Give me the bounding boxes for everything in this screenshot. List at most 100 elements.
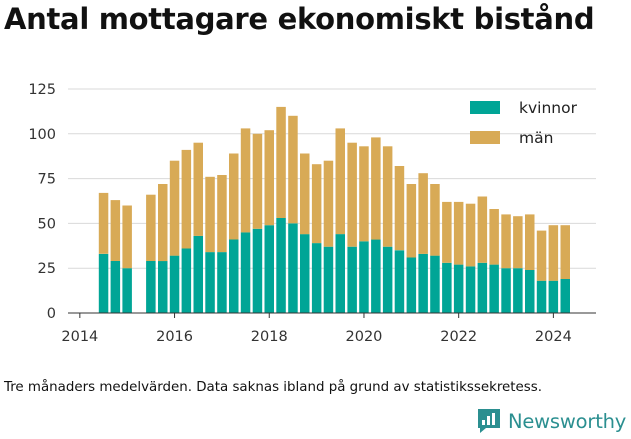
x-tick-label: 2020 xyxy=(346,329,383,345)
brand-logo[interactable]: Newsworthy xyxy=(476,406,626,436)
footnote: Tre månaders medelvärden. Data saknas ib… xyxy=(4,380,542,395)
bar-man xyxy=(169,160,180,256)
bar-kvinnor xyxy=(98,253,109,313)
bar-kvinnor xyxy=(489,264,499,313)
bar-man xyxy=(453,201,464,265)
bar-kvinnor xyxy=(240,232,251,313)
bar-man xyxy=(335,128,345,235)
bar-kvinnor xyxy=(146,261,156,313)
y-tick-label: 50 xyxy=(38,216,56,232)
newsworthy-logo-icon xyxy=(478,409,500,433)
bar-kvinnor xyxy=(110,261,121,313)
bar-kvinnor xyxy=(359,241,369,313)
bars xyxy=(98,106,570,313)
bar-man xyxy=(240,128,251,233)
bar-kvinnor xyxy=(418,253,428,313)
x-tick-label: 2016 xyxy=(156,329,193,345)
bar-man xyxy=(110,200,121,261)
bar-man xyxy=(406,184,417,258)
x-tick-label: 2014 xyxy=(61,329,98,345)
bar-man xyxy=(442,201,452,263)
bar-man xyxy=(525,214,535,270)
bar-man xyxy=(98,192,109,254)
bar-man xyxy=(158,184,168,262)
bar-kvinnor xyxy=(371,239,381,313)
bar-man xyxy=(229,153,239,240)
bar-man xyxy=(347,142,357,247)
bar-man xyxy=(217,175,227,253)
legend-label: män xyxy=(519,129,553,147)
bar-man xyxy=(371,137,381,240)
bar-kvinnor xyxy=(453,264,464,313)
y-tick-label: 75 xyxy=(38,172,56,188)
legend-swatch xyxy=(470,101,500,114)
bar-kvinnor xyxy=(501,268,511,313)
bar-kvinnor xyxy=(477,262,488,313)
bar-kvinnor xyxy=(311,243,322,313)
bar-kvinnor xyxy=(193,235,203,313)
bar-kvinnor xyxy=(181,248,192,313)
bar-kvinnor xyxy=(560,278,570,313)
bar-kvinnor xyxy=(442,262,452,313)
bar-man xyxy=(382,146,393,247)
bar-man xyxy=(276,106,286,218)
bar-man xyxy=(300,153,310,235)
bar-kvinnor xyxy=(548,280,559,313)
brand-name: Newsworthy xyxy=(508,409,627,433)
bar-kvinnor xyxy=(252,228,263,313)
x-tick-label: 2022 xyxy=(440,329,477,345)
bar-man xyxy=(359,146,369,242)
stacked-bar-chart: 0 25 50 75 100 125 2014 2016 2018 2020 2022 2024 k… xyxy=(28,82,596,345)
bar-kvinnor xyxy=(300,234,310,313)
bar-man xyxy=(122,205,132,269)
bar-man xyxy=(536,230,547,281)
bar-kvinnor xyxy=(323,246,334,313)
bar-man xyxy=(501,214,511,269)
bar-man xyxy=(560,225,570,279)
bar-man xyxy=(252,133,263,229)
bar-man xyxy=(288,115,298,224)
bar-kvinnor xyxy=(205,252,215,313)
bar-man xyxy=(548,225,559,281)
bar-kvinnor xyxy=(525,270,535,313)
legend-swatch xyxy=(470,131,500,144)
bar-kvinnor xyxy=(382,246,393,313)
bar-man xyxy=(264,130,274,226)
bar-kvinnor xyxy=(169,255,180,313)
bar-kvinnor xyxy=(158,261,168,313)
x-axis: 2014 2016 2018 2020 2022 2024 xyxy=(61,312,596,345)
bar-kvinnor xyxy=(465,266,476,313)
bar-kvinnor xyxy=(229,239,239,313)
bar-kvinnor xyxy=(394,250,405,313)
x-tick-label: 2018 xyxy=(251,329,288,345)
bar-man xyxy=(513,216,523,269)
y-tick-label: 125 xyxy=(28,82,56,98)
bar-kvinnor xyxy=(122,268,132,313)
bar-kvinnor xyxy=(276,218,286,313)
bar-kvinnor xyxy=(217,252,227,313)
bar-kvinnor xyxy=(406,257,417,313)
bar-man xyxy=(146,194,156,261)
bar-man xyxy=(323,160,334,247)
bar-man xyxy=(181,149,192,249)
bar-kvinnor xyxy=(430,255,440,313)
bar-man xyxy=(430,184,440,256)
legend-label: kvinnor xyxy=(519,99,578,117)
bar-man xyxy=(394,166,405,251)
bar-man xyxy=(205,176,215,253)
bar-kvinnor xyxy=(513,268,523,313)
y-axis: 0 25 50 75 100 125 xyxy=(28,82,56,322)
legend: kvinnor män xyxy=(470,99,578,147)
bar-kvinnor xyxy=(335,234,345,313)
chart-title: Antal mottagare ekonomiskt bistånd xyxy=(4,2,595,36)
bar-man xyxy=(489,209,499,265)
bar-kvinnor xyxy=(347,246,357,313)
bar-man xyxy=(418,173,428,254)
bar-man xyxy=(477,196,488,263)
y-tick-label: 25 xyxy=(38,261,56,277)
x-tick-label: 2024 xyxy=(535,329,572,345)
bar-kvinnor xyxy=(536,280,547,313)
bar-man xyxy=(465,203,476,267)
bar-kvinnor xyxy=(264,225,274,313)
y-tick-label: 100 xyxy=(28,127,56,143)
